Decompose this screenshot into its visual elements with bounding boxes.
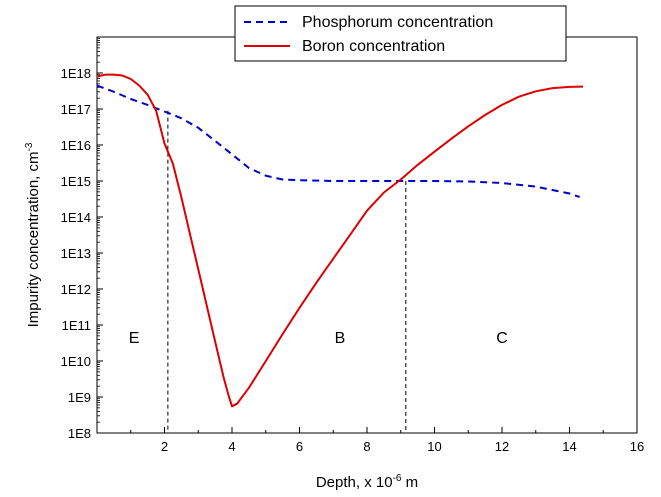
- y-tick-label: 1E10: [61, 354, 91, 369]
- x-tick-label: 10: [427, 439, 441, 454]
- y-tick-label: 1E17: [61, 102, 91, 117]
- x-tick-label: 8: [363, 439, 370, 454]
- x-tick-label: 16: [630, 439, 644, 454]
- y-tick-label: 1E15: [61, 174, 91, 189]
- series-layer: [96, 73, 584, 408]
- y-tick-label: 1E12: [61, 282, 91, 297]
- x-tick-label: 4: [228, 439, 235, 454]
- region-label-b: B: [335, 330, 346, 347]
- series-phosphorum: [96, 84, 580, 198]
- x-tick-label: 12: [495, 439, 509, 454]
- plot-frame: [96, 36, 638, 434]
- y-axis-title: Impurity concentration, cm-3: [24, 142, 42, 327]
- legend-label-boron: Boron concentration: [302, 38, 445, 55]
- dividers: [167, 110, 407, 433]
- y-tick-label: 1E13: [61, 246, 91, 261]
- legend-label-phosphorum: Phosphorum concentration: [302, 14, 493, 31]
- y-tick-label: 1E9: [68, 390, 91, 405]
- legend-box: [234, 5, 567, 62]
- x-tick-label: 2: [161, 439, 168, 454]
- x-axis-title: Depth, x 10-6 m: [316, 473, 418, 491]
- y-tick-label: 1E8: [68, 426, 91, 441]
- y-tick-label: 1E18: [61, 66, 91, 81]
- series-boron: [96, 73, 584, 408]
- y-tick-label: 1E14: [61, 210, 91, 225]
- y-axis-ticks: 1E8 1E9 1E10 1E11 1E12 1E13 1E14 1E15 1E16 1E17 1E…: [61, 38, 103, 441]
- y-tick-label: 1E11: [62, 318, 91, 333]
- legend: Phosphorum concentration Boron concentra…: [234, 5, 567, 62]
- x-axis-ticks: 2 4 6 8 10 12 14 16: [130, 427, 644, 454]
- x-tick-label: 14: [562, 439, 576, 454]
- region-label-e: E: [129, 330, 140, 347]
- region-label-c: C: [496, 330, 508, 347]
- x-tick-label: 6: [296, 439, 303, 454]
- y-tick-label: 1E16: [61, 138, 91, 153]
